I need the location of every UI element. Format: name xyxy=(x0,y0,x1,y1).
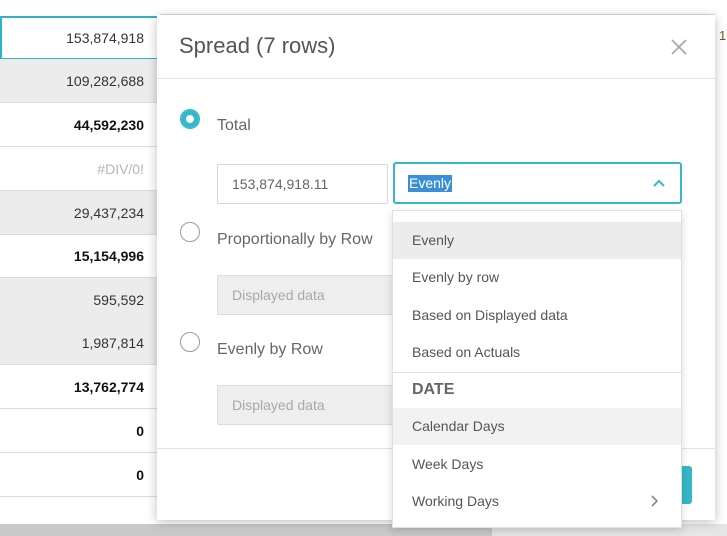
menu-item-week-days[interactable]: Week Days xyxy=(412,456,484,472)
total-radio[interactable] xyxy=(180,109,200,129)
menu-item-calendar-days[interactable]: Calendar Days xyxy=(393,408,681,445)
grid-cell[interactable]: 1,987,814 xyxy=(0,321,160,365)
grid-cell[interactable]: 0 xyxy=(0,453,160,497)
grid-cell-error[interactable]: #DIV/0! xyxy=(0,147,160,191)
menu-item-based-on-actuals[interactable]: Based on Actuals xyxy=(412,344,521,360)
evenly-by-row-radio[interactable] xyxy=(180,332,200,352)
spread-method-select[interactable]: Evenly xyxy=(393,162,682,204)
spreadsheet-column: 153,874,918 109,282,688 44,592,230 #DIV/… xyxy=(0,0,160,536)
menu-group-label: DATE xyxy=(412,381,455,398)
horizontal-scrollbar-thumb[interactable] xyxy=(0,524,492,536)
close-button[interactable] xyxy=(667,35,691,59)
menu-item-working-days-label: Working Days xyxy=(412,493,499,509)
grid-cell[interactable]: 15,154,996 xyxy=(0,234,160,278)
proportional-source-field: Displayed data xyxy=(217,275,397,315)
evenly-by-row-source-field: Displayed data xyxy=(217,385,397,425)
chevron-right-icon xyxy=(651,495,659,507)
proportional-label: Proportionally by Row xyxy=(217,231,373,248)
evenly-by-row-label: Evenly by Row xyxy=(217,341,323,358)
grid-cell[interactable]: 29,437,234 xyxy=(0,191,160,235)
spread-method-value: Evenly xyxy=(408,175,453,192)
total-label: Total xyxy=(217,117,251,134)
grid-cell[interactable]: 109,282,688 xyxy=(0,59,160,103)
menu-item-based-on-displayed-data[interactable]: Based on Displayed data xyxy=(412,307,568,323)
grid-cell[interactable]: 0 xyxy=(0,409,160,453)
grid-cell[interactable]: 13,762,774 xyxy=(0,365,160,409)
grid-partial-cell: 1 xyxy=(719,28,727,43)
menu-divider xyxy=(393,372,681,373)
grid-cell[interactable]: 595,592 xyxy=(0,278,160,322)
dialog-header: Spread (7 rows) xyxy=(157,15,715,79)
grid-right-edge xyxy=(715,0,727,536)
total-amount-input[interactable]: 153,874,918.11 xyxy=(217,164,388,204)
proportional-radio[interactable] xyxy=(180,222,200,242)
spread-method-menu: Evenly Evenly by row Based on Displayed … xyxy=(392,210,682,528)
menu-item-evenly[interactable]: Evenly xyxy=(393,222,681,259)
menu-item-evenly-by-row[interactable]: Evenly by row xyxy=(412,269,500,285)
grid-cell-selected[interactable]: 153,874,918 xyxy=(0,16,160,60)
grid-cell[interactable]: 44,592,230 xyxy=(0,103,160,147)
menu-item-working-days[interactable]: Working Days xyxy=(393,483,681,520)
chevron-up-icon xyxy=(653,179,665,187)
grid-top-border xyxy=(160,14,727,15)
dialog-title: Spread (7 rows) xyxy=(179,33,336,58)
close-icon xyxy=(671,39,687,55)
